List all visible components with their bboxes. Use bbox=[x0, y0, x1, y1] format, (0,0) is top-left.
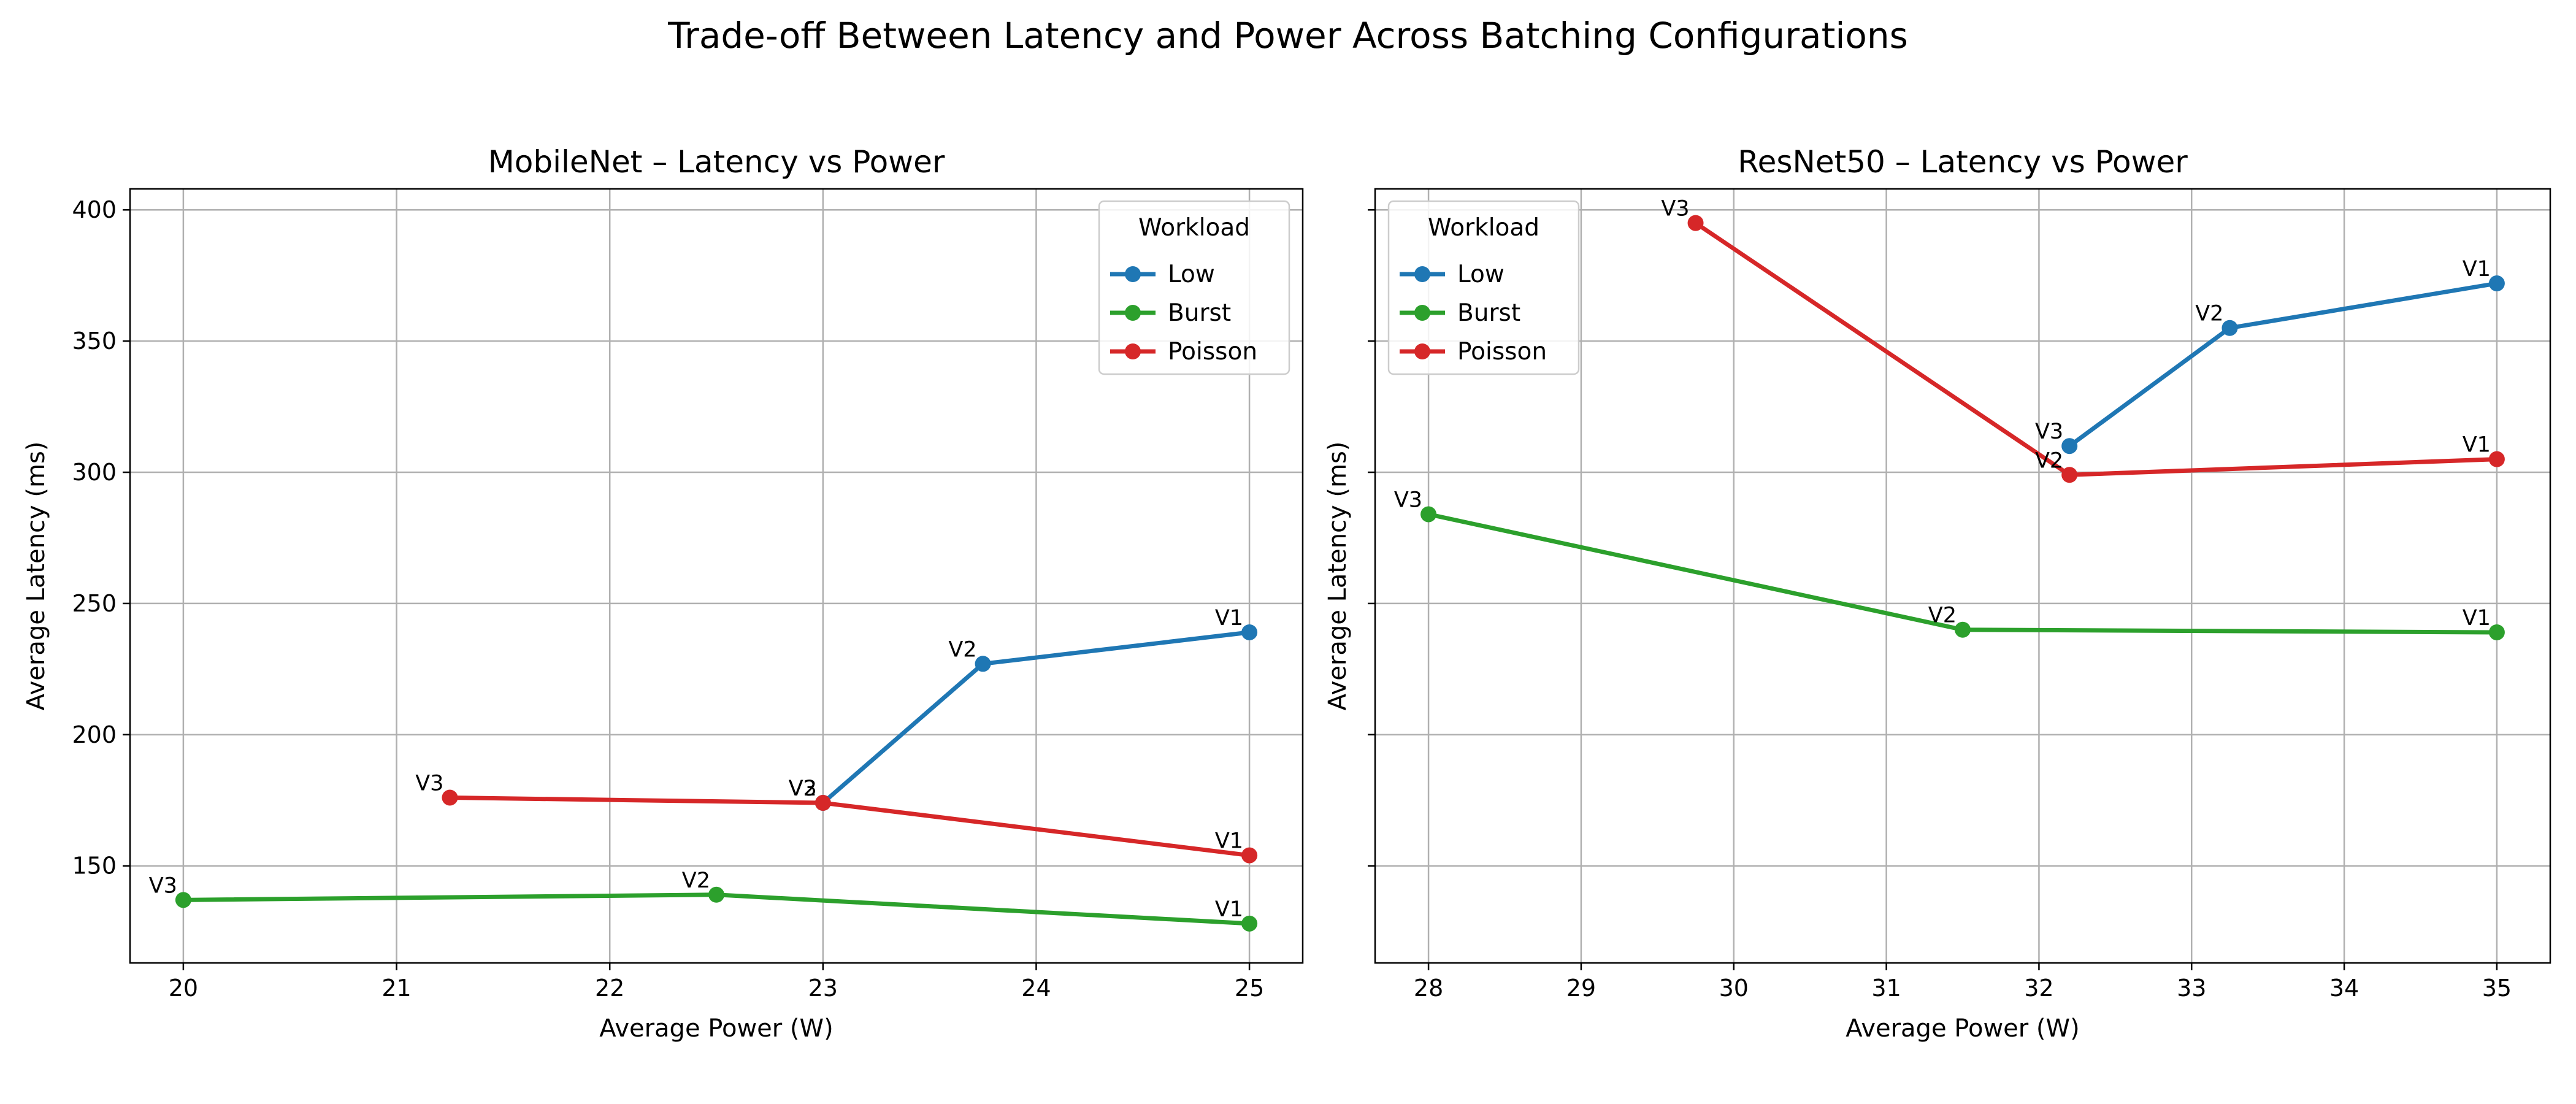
point-label: V2 bbox=[789, 776, 817, 801]
y-tick-label: 150 bbox=[72, 853, 117, 880]
point-label: V2 bbox=[2035, 448, 2063, 473]
data-point-poisson-v1 bbox=[1241, 847, 1258, 864]
x-tick-label: 28 bbox=[1414, 975, 1443, 1002]
figure-title: Trade-off Between Latency and Power Acro… bbox=[668, 15, 1908, 56]
point-label: V1 bbox=[2463, 433, 2491, 458]
legend-entry-burst: Burst bbox=[1168, 299, 1231, 327]
data-point-low-v2 bbox=[2221, 320, 2238, 336]
point-label: V1 bbox=[1215, 606, 1243, 631]
point-label: V2 bbox=[682, 868, 710, 893]
data-point-burst-v2 bbox=[1955, 621, 1971, 638]
x-tick-label: 33 bbox=[2177, 975, 2206, 1002]
mobilenet-panel: 20 21 22 23 24 25 150 200 250 300 350 400 MobileNet … bbox=[22, 144, 1304, 1043]
panel-title: ResNet50 – Latency vs Power bbox=[1738, 144, 2188, 180]
plot-frame bbox=[129, 188, 1304, 964]
point-label: V2 bbox=[948, 637, 976, 662]
resnet50-panel: 28 29 30 31 32 33 34 35 ResNet50 – Latency vs Po… bbox=[1324, 144, 2551, 1043]
data-point-low-v1 bbox=[2488, 275, 2505, 292]
data-point-low-v3 bbox=[2061, 438, 2078, 454]
x-tick-label: 21 bbox=[381, 975, 411, 1002]
legend: Workload Low Burst Poisson bbox=[1098, 200, 1290, 375]
x-tick-label: 30 bbox=[1719, 975, 1749, 1002]
x-axis-label: Average Power (W) bbox=[599, 1014, 833, 1043]
x-tick-label: 20 bbox=[169, 975, 198, 1002]
legend-entry-burst: Burst bbox=[1457, 299, 1520, 327]
y-tick-label: 300 bbox=[72, 459, 117, 486]
data-point-burst-v2 bbox=[708, 886, 724, 903]
data-point-low-v1 bbox=[1241, 624, 1258, 640]
legend-swatch-marker bbox=[1125, 266, 1141, 282]
legend-title: Workload bbox=[1428, 214, 1539, 242]
legend-box bbox=[1387, 200, 1580, 375]
data-point-low-v2 bbox=[975, 656, 991, 672]
data-point-poisson-v3 bbox=[442, 789, 458, 806]
legend-swatch-marker bbox=[1125, 343, 1141, 359]
data-point-poisson-v3 bbox=[1687, 215, 1704, 231]
legend-entry-low: Low bbox=[1457, 261, 1505, 288]
point-label: V2 bbox=[2195, 302, 2223, 326]
legend-swatch-marker bbox=[1414, 343, 1430, 359]
point-label: V1 bbox=[2463, 606, 2491, 631]
data-point-poisson-v2 bbox=[2061, 467, 2078, 483]
point-label: V3 bbox=[415, 771, 443, 795]
point-label: V3 bbox=[2035, 420, 2063, 444]
data-point-poisson-v2 bbox=[815, 795, 831, 811]
x-tick-label: 24 bbox=[1021, 975, 1051, 1002]
legend-entry-low: Low bbox=[1168, 261, 1215, 288]
x-tick-label: 34 bbox=[2329, 975, 2359, 1002]
x-tick-label: 23 bbox=[808, 975, 838, 1002]
y-tick-label: 400 bbox=[72, 196, 117, 223]
y-axis-label: Average Latency (ms) bbox=[1324, 442, 1352, 711]
series-line-poisson bbox=[1693, 221, 2499, 477]
y-tick-label: 350 bbox=[72, 328, 117, 355]
legend-swatch-marker bbox=[1125, 305, 1141, 321]
x-tick-label: 29 bbox=[1566, 975, 1596, 1002]
legend-entry-poisson: Poisson bbox=[1457, 338, 1547, 366]
legend-swatch-marker bbox=[1414, 305, 1430, 321]
plot-frame bbox=[1374, 188, 2551, 964]
panel-title: MobileNet – Latency vs Power bbox=[488, 144, 945, 180]
data-point-burst-v3 bbox=[1420, 506, 1437, 523]
data-point-burst-v3 bbox=[175, 892, 191, 908]
point-label: V2 bbox=[1928, 604, 1957, 628]
point-label: V1 bbox=[1215, 829, 1243, 854]
x-axis-label: Average Power (W) bbox=[1846, 1014, 2079, 1043]
point-label: V3 bbox=[149, 873, 177, 898]
x-tick-label: 35 bbox=[2482, 975, 2512, 1002]
data-point-burst-v1 bbox=[2488, 624, 2505, 640]
data-point-poisson-v1 bbox=[2488, 451, 2505, 467]
x-tick-label: 22 bbox=[595, 975, 624, 1002]
series-line-poisson bbox=[447, 795, 1252, 858]
legend-box bbox=[1098, 200, 1290, 375]
y-tick-label: 200 bbox=[72, 721, 117, 748]
point-label: V1 bbox=[1215, 897, 1243, 922]
point-label: V3 bbox=[1661, 197, 1689, 221]
y-axis-label: Average Latency (ms) bbox=[22, 442, 50, 711]
x-tick-label: 31 bbox=[1871, 975, 1901, 1002]
legend-swatch-marker bbox=[1414, 266, 1430, 282]
x-tick-label: 32 bbox=[2024, 975, 2053, 1002]
series-line-burst bbox=[1426, 512, 2499, 635]
point-label: V3 bbox=[1394, 488, 1422, 512]
legend: Workload Low Burst Poisson bbox=[1387, 200, 1580, 375]
point-label: V1 bbox=[2463, 257, 2491, 282]
series-line-low bbox=[2067, 281, 2499, 448]
x-tick-label: 25 bbox=[1235, 975, 1264, 1002]
legend-title: Workload bbox=[1138, 214, 1250, 242]
legend-entry-poisson: Poisson bbox=[1168, 338, 1257, 366]
point-label: V3 bbox=[789, 776, 817, 801]
y-tick-label: 250 bbox=[72, 590, 117, 617]
data-point-burst-v1 bbox=[1241, 915, 1258, 932]
